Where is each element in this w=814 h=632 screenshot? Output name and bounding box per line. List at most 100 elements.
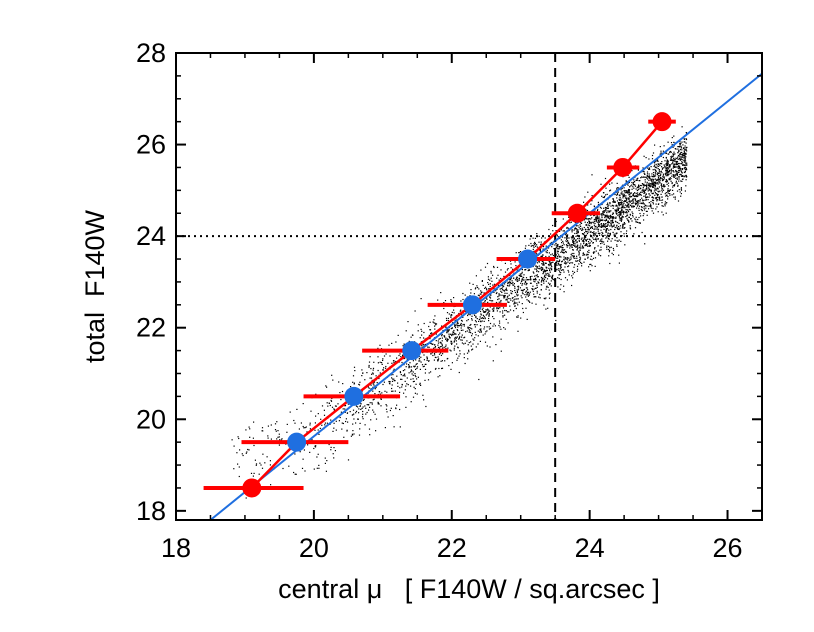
scatter-point [603,192,605,194]
scatter-point [587,241,590,243]
scatter-point [507,283,509,285]
scatter-point [588,218,590,220]
scatter-point [665,163,667,166]
scatter-point [547,274,549,276]
scatter-point [591,265,593,267]
scatter-point [450,328,452,330]
scatter-point [528,268,530,271]
scatter-point [518,252,520,254]
scatter-point [684,141,686,143]
scatter-point [674,175,676,177]
scatter-point [416,366,419,368]
scatter-point [595,237,597,239]
scatter-point [658,203,660,205]
scatter-point [630,218,632,220]
scatter-point [426,357,428,359]
scatter-point [583,261,585,263]
scatter-point [416,367,418,369]
scatter-point [615,216,617,218]
scatter-point [638,202,640,204]
scatter-point [548,273,550,275]
scatter-point [610,210,612,212]
scatter-point [523,288,525,291]
scatter-point [532,278,535,280]
scatter-point [678,146,681,148]
scatter-point [663,176,665,178]
scatter-point [560,272,562,274]
scatter-point [339,392,341,394]
scatter-point [612,219,614,221]
scatter-point [676,190,679,192]
scatter-point [650,190,652,192]
scatter-point [543,280,545,282]
scatter-point [521,284,523,286]
scatter-point [408,365,410,367]
scatter-point [593,219,595,221]
scatter-point [589,222,591,224]
scatter-point [489,310,491,312]
scatter-point [513,303,515,305]
scatter-point [609,262,611,265]
scatter-point [578,240,580,242]
scatter-point [669,165,671,167]
scatter-point [545,308,547,310]
scatter-point [504,283,506,285]
scatter-point [656,187,658,189]
scatter-point [490,270,492,272]
scatter-point [614,239,616,241]
scatter-point [338,381,340,383]
scatter-point [249,428,251,430]
scatter-point [619,211,621,213]
scatter-point [259,462,261,464]
scatter-point [616,237,618,239]
scatter-point [647,187,649,189]
scatter-point [634,195,636,197]
scatter-point [424,343,426,346]
scatter-point [573,266,575,268]
scatter-point [524,269,526,271]
scatter-point [551,246,553,248]
scatter-point [360,403,362,405]
scatter-point [558,246,560,248]
scatter-point [662,185,664,187]
scatter-point [359,428,361,430]
scatter-point [539,249,541,251]
scatter-point [681,162,683,164]
scatter-point [609,203,611,205]
scatter-point [379,361,381,363]
scatter-point [573,237,575,239]
scatter-point [685,138,687,140]
scatter-point [548,265,550,267]
scatter-point [603,241,605,243]
scatter-point [670,180,672,182]
scatter-point [638,216,640,219]
scatter-point [510,278,512,280]
scatter-point [559,246,561,248]
scatter-point [444,300,447,302]
scatter-point [556,257,558,259]
scatter-point [539,268,541,270]
scatter-point [579,260,581,262]
scatter-point [590,203,592,205]
scatter-point [557,246,559,248]
scatter-point [563,262,566,264]
scatter-point [514,291,517,294]
scatter-point [584,232,586,234]
scatter-point [525,269,527,271]
scatter-point [408,367,410,369]
scatter-point [641,197,643,199]
scatter-point [467,358,469,360]
scatter-point [441,337,443,339]
scatter-point [498,295,500,297]
scatter-point [658,197,660,199]
scatter-point [550,264,552,267]
scatter-point [434,347,436,349]
scatter-point [399,387,401,389]
scatter-point [670,142,673,144]
scatter-point [679,156,681,158]
scatter-point [517,294,519,296]
scatter-point [631,206,633,208]
scatter-point [492,360,494,362]
scatter-point [480,317,482,319]
scatter-point [408,364,410,366]
